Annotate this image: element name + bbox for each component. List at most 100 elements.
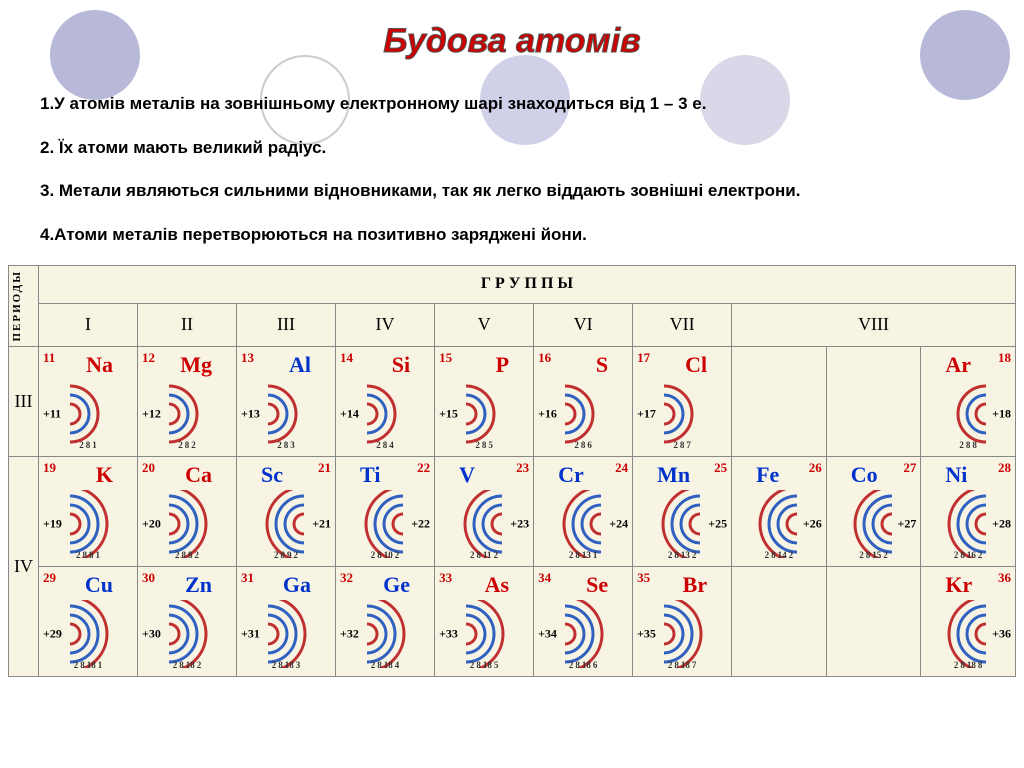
electron-shells: +25 28132: [635, 488, 729, 560]
shell-electrons: 2892: [274, 551, 298, 560]
shell-electrons: 28162: [954, 551, 983, 560]
shell-arcs: [652, 600, 712, 668]
element-cell: 25 Mn +25 28132: [633, 456, 732, 566]
electron-shells: +28 28162: [923, 488, 1013, 560]
atomic-number: 33: [439, 570, 452, 586]
shell-arcs: [157, 490, 217, 558]
electron-shells: +35 28187: [635, 598, 729, 670]
atomic-number: 17: [637, 350, 650, 366]
electron-shells: +16 286: [536, 378, 630, 450]
atomic-number: 20: [142, 460, 155, 476]
shell-electrons: 28183: [272, 661, 301, 670]
shell-electrons: 2881: [76, 551, 100, 560]
atomic-number: 11: [43, 350, 55, 366]
shell-electrons: 28142: [765, 551, 794, 560]
atomic-number: 34: [538, 570, 551, 586]
electron-shells: +18 288: [923, 378, 1013, 450]
shell-electrons: 2882: [175, 551, 199, 560]
element-cell: [826, 346, 921, 456]
element-cell: 36 Kr +36 28188: [921, 566, 1016, 676]
shell-electrons: 28152: [859, 551, 888, 560]
point-4: 4.Атоми металів перетворюються на позити…: [40, 222, 984, 248]
atomic-number: 25: [714, 460, 727, 476]
electron-shells: +36 28188: [923, 598, 1013, 670]
shell-electrons: 28184: [371, 661, 400, 670]
shell-arcs: [553, 380, 613, 448]
electron-shells: +24 28131: [536, 488, 630, 560]
period-4a-row: IV 19 K +19 2881 20 Ca +20 2882 21 Sc +2…: [9, 456, 1016, 566]
shell-electrons: 28186: [569, 661, 598, 670]
electron-shells: +33 28185: [437, 598, 531, 670]
electron-shells: +21 2892: [239, 488, 333, 560]
shell-electrons: 282: [178, 441, 196, 450]
electron-shells: +29 28181: [41, 598, 135, 670]
shell-electrons: 28188: [954, 661, 983, 670]
shell-arcs: [553, 490, 613, 558]
atomic-number: 21: [318, 460, 331, 476]
shell-arcs: [256, 380, 316, 448]
shell-arcs: [454, 380, 514, 448]
shell-electrons: 28187: [668, 661, 697, 670]
shell-electrons: 28185: [470, 661, 499, 670]
shell-arcs: [749, 490, 809, 558]
atomic-number: 31: [241, 570, 254, 586]
element-cell: 21 Sc +21 2892: [237, 456, 336, 566]
atomic-number: 13: [241, 350, 254, 366]
electron-shells: +27 28152: [829, 488, 919, 560]
electron-shells: +15 285: [437, 378, 531, 450]
element-cell: 16 S +16 286: [534, 346, 633, 456]
shell-electrons: 28131: [569, 551, 598, 560]
shell-electrons: 286: [574, 441, 592, 450]
element-cell: 15 P +15 285: [435, 346, 534, 456]
shell-arcs: [454, 490, 514, 558]
atomic-number: 36: [998, 570, 1011, 586]
atomic-number: 23: [516, 460, 529, 476]
element-cell: 14 Si +14 284: [336, 346, 435, 456]
atomic-number: 24: [615, 460, 628, 476]
shell-electrons: 28112: [470, 551, 498, 560]
electron-shells: +32 28184: [338, 598, 432, 670]
electron-shells: +13 283: [239, 378, 333, 450]
element-cell: 33 As +33 28185: [435, 566, 534, 676]
electron-shells: +19 2881: [41, 488, 135, 560]
shell-arcs: [256, 600, 316, 668]
atomic-number: 32: [340, 570, 353, 586]
shell-arcs: [938, 380, 998, 448]
electron-shells: +22 28102: [338, 488, 432, 560]
atomic-number: 16: [538, 350, 551, 366]
shell-arcs: [938, 490, 998, 558]
point-1: 1.У атомів металів на зовнішньому електр…: [40, 91, 984, 117]
shell-arcs: [938, 600, 998, 668]
periods-label: ПЕРИОДЫ: [9, 268, 25, 344]
point-2: 2. Їх атоми мають великий радіус.: [40, 135, 984, 161]
periodic-table: ПЕРИОДЫ Г Р У П П Ы I II III IV V VI VII…: [8, 265, 1016, 677]
element-cell: 26 Fe +26 28142: [732, 456, 827, 566]
element-cell: [826, 566, 921, 676]
electron-shells: +12 282: [140, 378, 234, 450]
shell-electrons: 28182: [173, 661, 202, 670]
element-cell: 20 Ca +20 2882: [138, 456, 237, 566]
shell-electrons: 28102: [371, 551, 400, 560]
shell-electrons: 287: [673, 441, 691, 450]
element-cell: 19 K +19 2881: [39, 456, 138, 566]
electron-shells: +14 284: [338, 378, 432, 450]
atomic-number: 27: [903, 460, 916, 476]
shell-arcs: [652, 380, 712, 448]
period-4b-row: 29 Cu +29 28181 30 Zn +30 28182 31 Ga +3…: [9, 566, 1016, 676]
element-cell: 30 Zn +30 28182: [138, 566, 237, 676]
atomic-number: 12: [142, 350, 155, 366]
atomic-number: 29: [43, 570, 56, 586]
electron-shells: +34 28186: [536, 598, 630, 670]
element-cell: 35 Br +35 28187: [633, 566, 732, 676]
electron-shells: +20 2882: [140, 488, 234, 560]
element-cell: 34 Se +34 28186: [534, 566, 633, 676]
element-cell: 18 Ar +18 288: [921, 346, 1016, 456]
shell-electrons: 284: [376, 441, 394, 450]
electron-shells: +31 28183: [239, 598, 333, 670]
shell-electrons: 285: [475, 441, 493, 450]
shell-arcs: [553, 600, 613, 668]
shell-arcs: [256, 490, 316, 558]
shell-electrons: 28181: [74, 661, 103, 670]
electron-shells: +17 287: [635, 378, 729, 450]
bullet-points: 1.У атомів металів на зовнішньому електр…: [40, 91, 984, 247]
